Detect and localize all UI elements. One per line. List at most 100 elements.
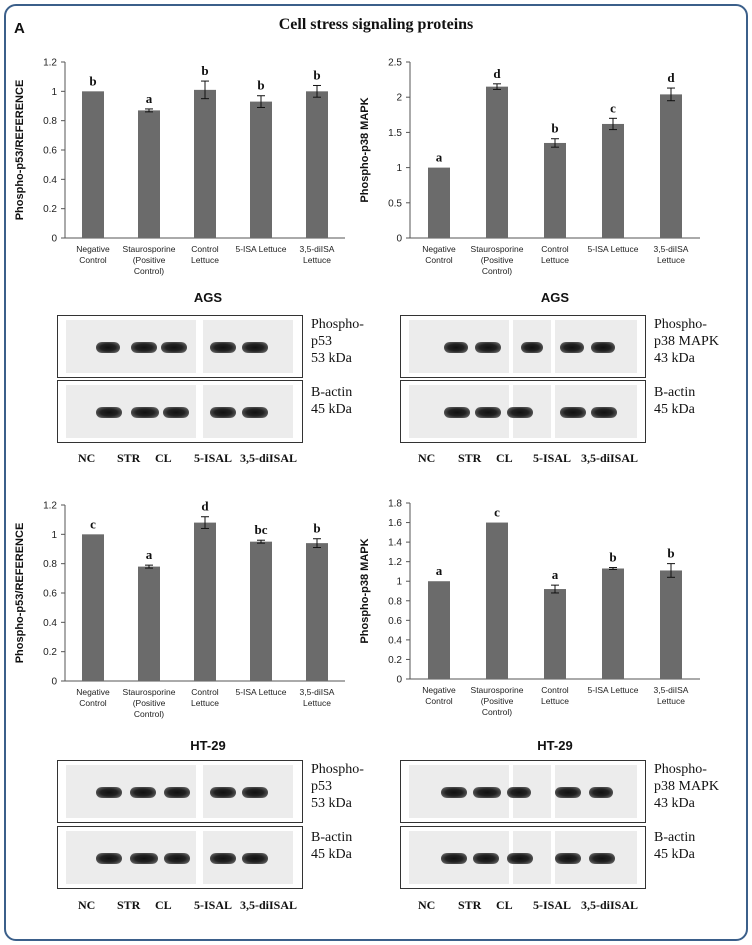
blot-label-p38-top: Phospho-p38 MAPK 43 kDa	[654, 317, 719, 366]
significance-letter: a	[436, 150, 443, 165]
significance-letter: b	[609, 550, 616, 565]
category-label: Staurosporine	[123, 244, 176, 254]
category-label: Lettuce	[657, 255, 685, 265]
blot-label-p53-top: Phospho-p53 53 kDa	[311, 317, 364, 366]
category-label: Lettuce	[191, 255, 219, 265]
y-axis-label: Phospho-p38 MAPK	[359, 538, 371, 643]
category-label: Negative	[76, 687, 110, 697]
blot-band	[131, 407, 159, 418]
blot-band	[555, 853, 581, 864]
blot-band	[210, 407, 236, 418]
y-tick-label: 0.4	[43, 175, 57, 186]
significance-letter: b	[257, 78, 264, 93]
blot-band	[473, 787, 501, 798]
category-label: Lettuce	[541, 696, 569, 706]
figure-title: Cell stress signaling proteins	[278, 16, 474, 33]
blot-ags-p53	[57, 315, 303, 378]
blot-label-actin-bottom-right: B-actin 45 kDa	[654, 830, 696, 862]
y-tick-label: 1.8	[388, 499, 402, 510]
lane-label: 3,5-diISAL	[240, 451, 298, 465]
blot-band	[96, 342, 120, 353]
lane-label: NC	[418, 451, 436, 465]
lane-label: STR	[117, 451, 141, 465]
cell-line-label-top-left: AGS	[193, 290, 223, 305]
blot-ags-actin-right	[400, 380, 646, 443]
blot-band	[161, 342, 187, 353]
lane-label: CL	[155, 898, 172, 912]
y-tick-label: 0.2	[43, 204, 57, 215]
lane-label: NC	[78, 451, 96, 465]
y-tick-label: 0	[396, 234, 402, 245]
blot-band	[475, 342, 501, 353]
significance-letter: b	[201, 63, 208, 78]
category-label: Negative	[76, 244, 110, 254]
bar	[602, 123, 624, 238]
blot-label-actin-top-right: B-actin 45 kDa	[654, 385, 696, 417]
category-label: Negative	[422, 685, 456, 695]
blot-band	[130, 853, 158, 864]
bar	[250, 541, 272, 681]
y-tick-label: 0.6	[43, 146, 57, 157]
significance-letter: a	[146, 547, 153, 562]
category-label: Lettuce	[541, 255, 569, 265]
blot-band	[521, 342, 543, 353]
bar	[486, 522, 508, 679]
category-label: Staurosporine	[471, 685, 524, 695]
blot-ht29-actin-left	[57, 826, 303, 889]
category-label: 3,5-diISA	[300, 687, 335, 697]
blot-band	[475, 407, 501, 418]
category-label: 3,5-diISA	[300, 244, 335, 254]
y-tick-label: 1.5	[388, 128, 402, 139]
y-tick-label: 0.8	[43, 559, 57, 570]
blot-band	[473, 853, 499, 864]
category-label: 3,5-diISA	[654, 244, 689, 254]
y-tick-label: 1.2	[388, 557, 402, 568]
bar	[660, 570, 682, 679]
y-tick-label: 1.4	[388, 538, 402, 549]
y-tick-label: 0.6	[388, 616, 402, 627]
category-label: Control)	[134, 709, 164, 719]
lane-label: 3,5-diISAL	[581, 898, 639, 912]
significance-letter: bc	[255, 522, 268, 537]
significance-letter: d	[201, 499, 209, 514]
significance-letter: a	[436, 563, 443, 578]
category-label: (Positive	[133, 255, 166, 265]
blot-band	[591, 407, 617, 418]
blot-ags-actin-left	[57, 380, 303, 443]
lane-label: CL	[496, 898, 513, 912]
lane-label: 5-ISAL	[533, 898, 572, 912]
category-label: Lettuce	[303, 255, 331, 265]
significance-letter: d	[667, 70, 675, 85]
cell-line-label-bottom-left: HT-29	[190, 738, 226, 753]
category-label: Control)	[482, 707, 512, 717]
y-tick-label: 1	[396, 577, 402, 588]
blot-band	[130, 787, 156, 798]
lane-label: 5-ISAL	[194, 898, 233, 912]
lane-label: STR	[458, 451, 482, 465]
blot-label-p38-bottom: Phospho-p38 MAPK 43 kDa	[654, 762, 719, 811]
lane-label: CL	[496, 451, 513, 465]
y-tick-label: 0.8	[43, 116, 57, 127]
category-label: 5-ISA Lettuce	[587, 685, 638, 695]
y-tick-label: 1.6	[388, 518, 402, 529]
y-tick-label: 1.2	[43, 501, 57, 512]
y-tick-label: 0	[51, 234, 57, 245]
blot-band	[444, 342, 468, 353]
category-label: Staurosporine	[471, 244, 524, 254]
lane-label: STR	[458, 898, 482, 912]
category-label: (Positive	[481, 696, 514, 706]
category-label: Control	[191, 687, 219, 697]
y-tick-label: 1.2	[43, 58, 57, 69]
blot-band	[210, 342, 236, 353]
blot-band	[242, 853, 268, 864]
blot-band	[507, 787, 531, 798]
blot-band	[507, 853, 533, 864]
y-axis-label: Phospho-p53/REFERENCE	[14, 523, 26, 664]
blot-ht29-actin-right	[400, 826, 646, 889]
category-label: Lettuce	[657, 696, 685, 706]
y-tick-label: 0.2	[43, 647, 57, 658]
blot-band	[163, 407, 189, 418]
bar	[138, 566, 160, 681]
bar	[428, 167, 450, 238]
significance-letter: b	[313, 67, 320, 82]
